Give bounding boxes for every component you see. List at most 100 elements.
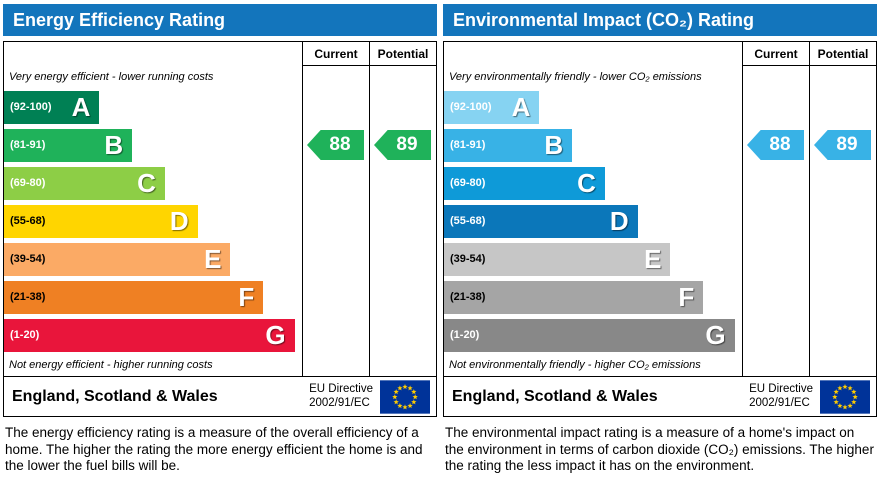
chart-footer: England, Scotland & Wales EU Directive 2…	[4, 376, 436, 416]
potential-rating-value: 89	[396, 134, 418, 155]
band-row: (1-20) G	[444, 316, 742, 354]
eu-directive-line1: EU Directive	[749, 382, 813, 395]
potential-column-header: Potential	[810, 42, 876, 66]
band-range: (1-20)	[10, 329, 40, 341]
potential-rating-arrow: 89	[374, 130, 431, 160]
top-caption: Very environmentally friendly - lower CO…	[449, 71, 702, 83]
band-b: (81-91) B	[4, 128, 133, 162]
band-f: (21-38) F	[4, 280, 264, 314]
band-letter: D	[169, 206, 189, 236]
potential-column-body: 89	[370, 66, 436, 376]
bottom-caption: Not energy efficient - higher running co…	[9, 359, 213, 371]
band-range: (1-20)	[450, 329, 480, 341]
band-e: (39-54) E	[4, 242, 231, 276]
band-row: (55-68) D	[444, 202, 742, 240]
energy-description: The energy efficiency rating is a measur…	[5, 425, 423, 474]
bottom-caption: Not environmentally friendly - higher CO…	[449, 359, 701, 371]
current-column-body: 88	[303, 66, 369, 376]
band-range: (92-100)	[10, 101, 52, 113]
environment-description: The environmental impact rating is a mea…	[445, 425, 874, 474]
energy-bands-column: Very energy efficient - lower running co…	[4, 42, 302, 376]
current-column: Current 88	[742, 42, 809, 376]
band-letter: D	[609, 206, 629, 236]
band-range: (92-100)	[450, 101, 492, 113]
band-letter: F	[238, 282, 255, 312]
band-letter: B	[104, 130, 124, 160]
rating-bands: (92-100) A (81-91) B (69-80) C (55-68) D (39-54)…	[444, 88, 742, 354]
header-spacer	[444, 42, 742, 66]
band-letter: B	[544, 130, 564, 160]
band-range: (21-38)	[450, 291, 486, 303]
band-range: (69-80)	[450, 177, 486, 189]
current-rating-arrow: 88	[747, 130, 804, 160]
band-g: (1-20) G	[4, 318, 295, 352]
band-a: (92-100) A	[4, 90, 100, 124]
header-spacer	[4, 42, 302, 66]
band-row: (21-38) F	[4, 278, 302, 316]
band-letter: G	[705, 320, 726, 350]
potential-rating-value: 89	[836, 134, 858, 155]
environmental-impact-panel: Environmental Impact (CO₂) Rating Very e…	[443, 4, 877, 489]
band-c: (69-80) C	[444, 166, 605, 200]
region-label: England, Scotland & Wales	[12, 387, 218, 405]
band-a: (92-100) A	[444, 90, 540, 124]
band-row: (69-80) C	[444, 164, 742, 202]
rating-bands: (92-100) A (81-91) B (69-80) C (55-68) D (39-54)…	[4, 88, 302, 354]
band-row: (39-54) E	[444, 240, 742, 278]
band-letter: C	[577, 168, 596, 198]
band-letter: G	[265, 320, 286, 350]
band-row: (39-54) E	[4, 240, 302, 278]
current-column: Current 88	[302, 42, 369, 376]
band-b: (81-91) B	[444, 128, 573, 162]
band-row: (81-91) B	[444, 126, 742, 164]
band-range: (81-91)	[10, 139, 46, 151]
band-range: (55-68)	[10, 215, 46, 227]
region-label: England, Scotland & Wales	[452, 387, 658, 405]
current-column-header: Current	[743, 42, 809, 66]
band-letter: A	[71, 92, 91, 122]
band-row: (92-100) A	[4, 88, 302, 126]
band-letter: F	[678, 282, 695, 312]
band-d: (55-68) D	[444, 204, 638, 238]
band-letter: A	[511, 92, 531, 122]
band-letter: E	[644, 244, 662, 274]
band-row: (69-80) C	[4, 164, 302, 202]
eu-flag-icon	[820, 379, 870, 414]
energy-efficiency-panel: Energy Efficiency Rating Very energy eff…	[3, 4, 437, 489]
current-rating-value: 88	[329, 134, 351, 155]
band-letter: C	[137, 168, 156, 198]
band-row: (21-38) F	[444, 278, 742, 316]
potential-column-header: Potential	[370, 42, 436, 66]
band-row: (55-68) D	[4, 202, 302, 240]
band-row: (92-100) A	[444, 88, 742, 126]
band-range: (39-54)	[10, 253, 46, 265]
band-c: (69-80) C	[4, 166, 165, 200]
eu-directive-line2: 2002/91/EC	[309, 396, 370, 409]
current-rating-value: 88	[769, 134, 791, 155]
environment-panel-title: Environmental Impact (CO₂) Rating	[443, 4, 877, 36]
eu-directive-line1: EU Directive	[309, 382, 373, 395]
potential-column: Potential 89	[369, 42, 436, 376]
top-caption: Very energy efficient - lower running co…	[9, 71, 214, 83]
band-range: (69-80)	[10, 177, 46, 189]
potential-column-body: 89	[810, 66, 876, 376]
energy-panel-title: Energy Efficiency Rating	[3, 4, 437, 36]
band-f: (21-38) F	[444, 280, 704, 314]
potential-column: Potential 89	[809, 42, 876, 376]
current-rating-arrow: 88	[307, 130, 364, 160]
band-g: (1-20) G	[444, 318, 735, 352]
chart-footer: England, Scotland & Wales EU Directive 2…	[444, 376, 876, 416]
eu-directive-line2: 2002/91/EC	[749, 396, 810, 409]
band-row: (81-91) B	[4, 126, 302, 164]
energy-rating-chart: Very energy efficient - lower running co…	[3, 41, 437, 417]
band-row: (1-20) G	[4, 316, 302, 354]
current-column-body: 88	[743, 66, 809, 376]
band-range: (55-68)	[450, 215, 486, 227]
eu-directive-label: EU Directive 2002/91/EC	[749, 383, 813, 411]
potential-rating-arrow: 89	[814, 130, 871, 160]
environment-bands-column: Very environmentally friendly - lower CO…	[444, 42, 742, 376]
environment-rating-chart: Very environmentally friendly - lower CO…	[443, 41, 877, 417]
eu-flag-icon	[380, 379, 430, 414]
band-range: (39-54)	[450, 253, 486, 265]
